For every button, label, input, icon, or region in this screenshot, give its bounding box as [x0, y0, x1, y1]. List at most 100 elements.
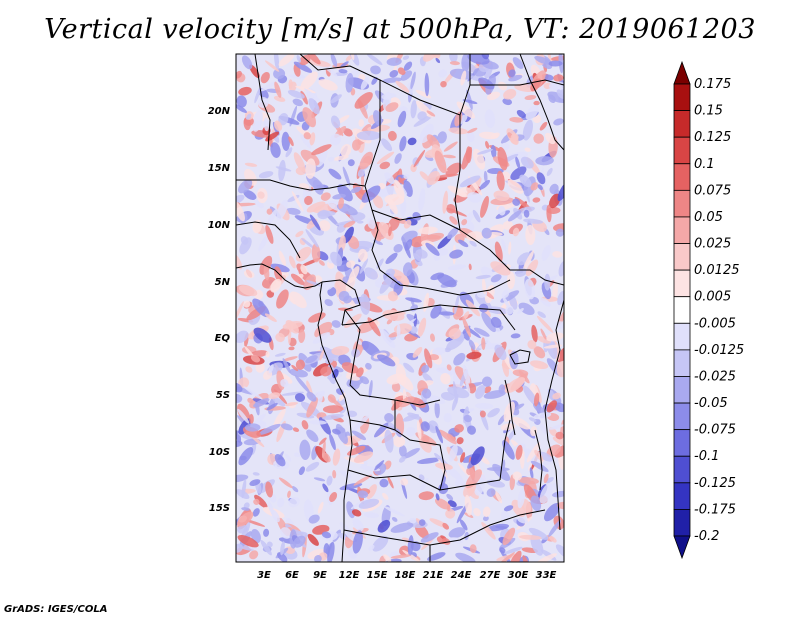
field-patch	[387, 130, 397, 141]
field-patch	[282, 358, 291, 374]
field-patch	[397, 67, 406, 75]
field-patch	[458, 239, 469, 248]
field-patch	[340, 61, 349, 68]
field-patch	[393, 280, 404, 296]
field-patch	[350, 186, 362, 194]
field-patch	[371, 76, 378, 85]
field-patch	[478, 77, 495, 90]
field-patch	[472, 209, 481, 223]
colorbar-swatch	[673, 110, 691, 138]
field-patch	[314, 321, 333, 338]
field-patch	[306, 429, 319, 443]
field-patch	[236, 194, 245, 205]
field-patch	[498, 384, 506, 394]
field-patch	[306, 280, 323, 287]
field-patch	[325, 357, 334, 365]
field-patch	[418, 491, 434, 501]
field-patch	[351, 139, 361, 151]
field-patch	[236, 393, 243, 403]
field-patch	[430, 304, 442, 319]
field-patch	[398, 374, 414, 391]
field-patch	[430, 333, 435, 342]
field-patch	[501, 289, 510, 299]
lat-label: 5N	[215, 277, 231, 288]
field-patch	[462, 331, 470, 341]
field-patch	[449, 249, 463, 259]
field-patch	[445, 508, 456, 519]
field-patch	[320, 366, 332, 377]
field-patch	[384, 194, 405, 206]
field-patch	[331, 346, 350, 356]
field-patch	[254, 494, 268, 509]
field-patch	[426, 110, 436, 117]
field-patch	[288, 496, 300, 508]
field-patch	[399, 396, 415, 408]
field-patch	[445, 162, 462, 177]
field-patch	[363, 512, 379, 518]
field-patch	[548, 94, 556, 104]
field-patch	[515, 444, 523, 460]
field-patch	[519, 174, 532, 188]
field-patch	[448, 527, 466, 539]
colorbar-swatch	[673, 296, 691, 324]
field-patch	[288, 79, 293, 89]
field-patch	[403, 362, 415, 373]
field-patch	[493, 190, 510, 202]
field-patch	[449, 61, 460, 66]
lat-label: 15N	[208, 163, 231, 174]
field-patch	[447, 386, 470, 399]
field-patch	[343, 226, 354, 244]
field-patch	[280, 541, 285, 556]
field-patch	[267, 541, 273, 548]
field-patch	[435, 493, 440, 501]
field-patch	[350, 54, 355, 61]
field-patch	[300, 71, 318, 91]
field-patch	[456, 437, 464, 445]
field-patch	[294, 375, 310, 393]
colorbar-min-arrow	[673, 535, 691, 560]
field-patch	[518, 302, 535, 315]
colorbar-swatch	[673, 216, 691, 244]
field-patch	[397, 110, 407, 128]
field-patch	[400, 70, 413, 81]
field-patch	[270, 334, 276, 341]
field-patch	[403, 173, 410, 180]
field-patch	[282, 356, 298, 362]
field-patch	[353, 474, 372, 486]
lon-label: 27E	[480, 570, 501, 581]
field-patch	[524, 147, 531, 152]
field-patch	[482, 515, 489, 522]
lat-label: 15S	[209, 503, 230, 514]
colorbar-label: 0.175	[694, 77, 731, 92]
field-patch	[359, 258, 369, 274]
field-patch	[260, 81, 278, 92]
field-patch	[413, 253, 422, 262]
field-patch	[288, 255, 296, 269]
field-patch	[393, 436, 406, 448]
field-patch	[545, 477, 554, 484]
colorbar-swatch	[673, 269, 691, 298]
field-patch	[303, 499, 314, 522]
field-patch	[332, 428, 341, 435]
field-patch	[528, 417, 537, 422]
field-patch	[546, 204, 552, 223]
field-patch	[381, 138, 393, 152]
field-patch	[416, 420, 422, 440]
field-patch	[236, 382, 243, 393]
field-patch	[467, 192, 482, 203]
field-patch	[537, 311, 546, 318]
field-patch	[481, 522, 496, 540]
colorbar-label: -0.2	[694, 529, 719, 544]
field-patch	[429, 354, 440, 361]
field-patch	[306, 391, 317, 402]
field-patch	[249, 550, 259, 560]
field-patch	[438, 69, 448, 78]
field-patch	[442, 190, 448, 214]
field-patch	[328, 168, 342, 180]
field-patch	[335, 423, 348, 444]
field-patch	[379, 478, 389, 488]
field-patch	[266, 208, 278, 228]
colorbar-label: -0.125	[694, 476, 736, 491]
field-patch	[343, 220, 356, 228]
field-patch	[295, 359, 306, 370]
